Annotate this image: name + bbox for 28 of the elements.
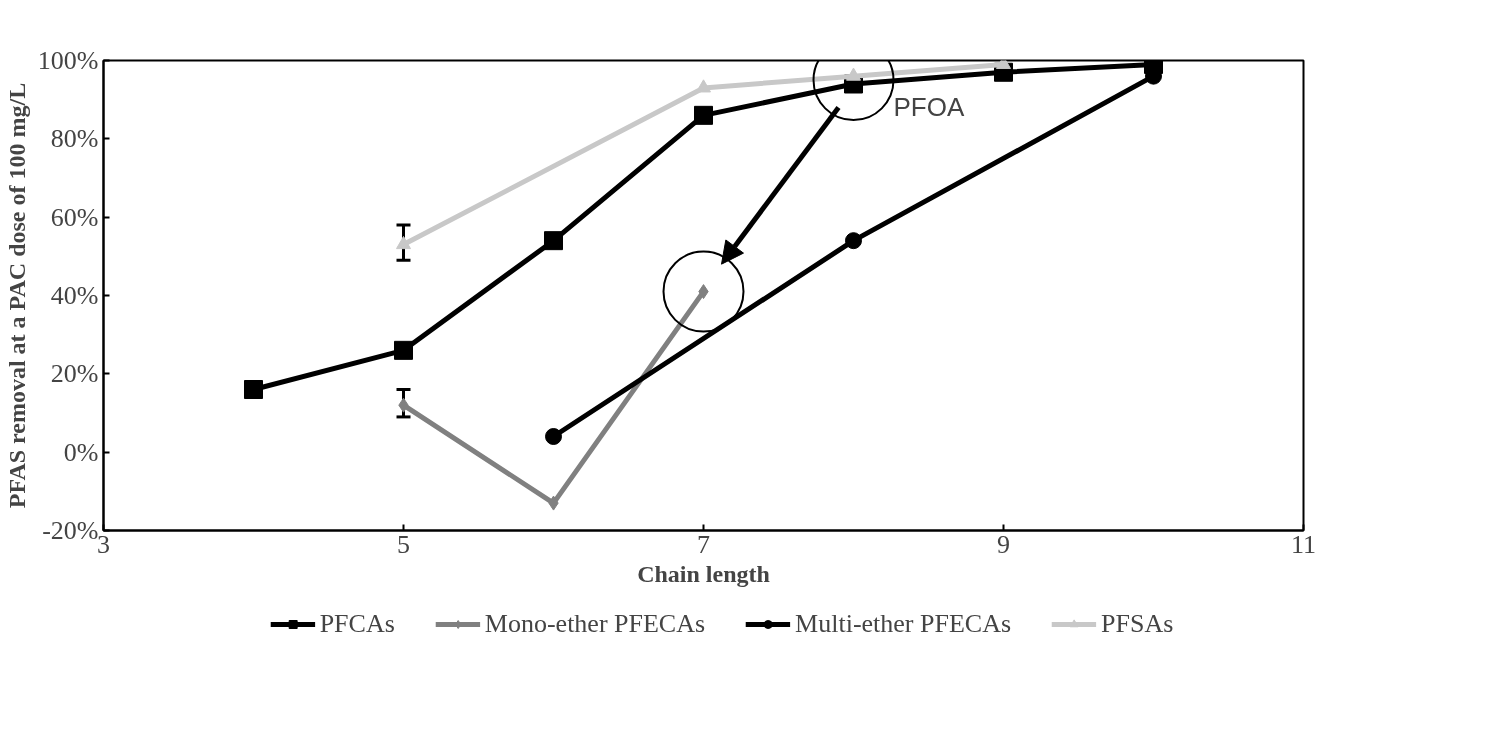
y-tick-label: 40% — [50, 281, 99, 310]
y-tick-label: 60% — [50, 202, 99, 232]
point — [396, 236, 411, 250]
y-tick-label: 0% — [63, 437, 99, 467]
legend-label: Mono-ether PFECAs — [484, 609, 706, 639]
point — [394, 340, 413, 360]
point — [696, 79, 711, 93]
x-tick-label: 9 — [997, 529, 1010, 559]
x-tick-label: 11 — [1290, 529, 1317, 559]
annotation: PFOA — [893, 92, 965, 123]
point — [846, 67, 861, 81]
x-tick-label: 7 — [697, 529, 710, 559]
point — [694, 105, 713, 125]
point — [244, 380, 263, 399]
y-tick-label: -20% — [42, 516, 99, 545]
legend-label: Multi-ether PFECAs — [795, 609, 1012, 639]
y-tick-label: 80% — [50, 124, 99, 154]
x-axis-title: Chain length — [637, 560, 770, 587]
y-axis-title: PFAS removal at a PAC dose of 100 mg/L — [3, 82, 30, 509]
legend-label: PFCAs — [319, 609, 395, 639]
point — [544, 231, 563, 251]
y-tick-label: 20% — [50, 359, 99, 389]
point — [545, 428, 562, 445]
x-tick-label: 3 — [97, 529, 110, 559]
point — [845, 232, 862, 250]
legend-label: PFSAs — [1101, 609, 1174, 639]
y-tick-label: 100% — [37, 46, 99, 75]
x-tick-label: 5 — [397, 529, 410, 559]
